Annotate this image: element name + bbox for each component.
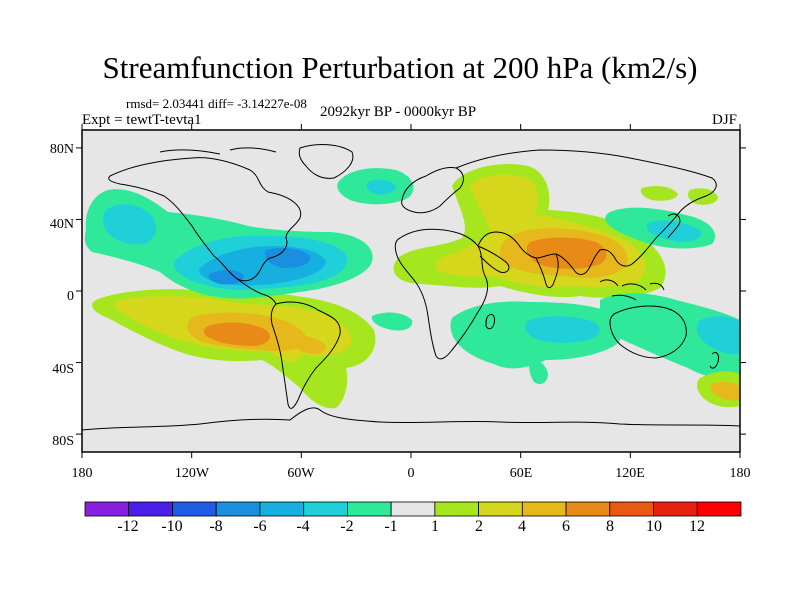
lat-tick-label-80s: 80S bbox=[52, 434, 74, 449]
lat-tick-label-40n: 40N bbox=[50, 217, 74, 232]
colorbar-label: 1 bbox=[431, 518, 439, 535]
lon-tick-label-60e: 60E bbox=[510, 466, 533, 481]
contour-region-indian-neg-tail bbox=[529, 360, 548, 384]
colorbar-label: -12 bbox=[117, 518, 138, 535]
colorbar-label: -1 bbox=[384, 518, 397, 535]
contour-region-satlantic-neg bbox=[371, 312, 413, 331]
coastline-greenland bbox=[298, 144, 354, 179]
coastline-europe bbox=[401, 167, 464, 214]
lon-tick-label-0: 0 bbox=[408, 466, 415, 481]
contour-region-namerica-neg-6 bbox=[265, 248, 311, 268]
colorbar-label: -8 bbox=[209, 518, 222, 535]
season-label: DJF bbox=[712, 112, 738, 128]
coastline-india bbox=[535, 253, 559, 289]
colorbar-box bbox=[478, 501, 523, 517]
coastline-central-america bbox=[235, 277, 277, 305]
colorbar-label: -10 bbox=[161, 518, 182, 535]
colorbar-box bbox=[390, 501, 436, 517]
contour-region-samerica-pos-6 bbox=[203, 322, 271, 346]
lon-tick-label-120e: 120E bbox=[615, 466, 645, 481]
colorbar-box bbox=[128, 501, 173, 517]
colorbar-label: 2 bbox=[475, 518, 483, 535]
contour-region-asia-pos-8 bbox=[526, 237, 607, 269]
contour-region-swpacific-neg-1 bbox=[599, 293, 740, 380]
contour-region-swpacific-neg-2 bbox=[696, 316, 740, 355]
experiment-label: Expt = tewtT-tevta1 bbox=[82, 112, 202, 128]
chart-title: Streamfunction Perturbation at 200 hPa (… bbox=[102, 50, 698, 85]
colorbar-label: 6 bbox=[562, 518, 570, 535]
coastline-africa bbox=[394, 228, 489, 360]
colorbar-box bbox=[565, 501, 611, 517]
lat-tick-labels: 80N 40N 0 40S 80S bbox=[50, 142, 74, 449]
colorbar-box bbox=[653, 501, 698, 517]
colorbar-label: 10 bbox=[646, 518, 662, 535]
lon-tick-labels: 180 120W 60W 0 60E 120E 180 bbox=[72, 466, 751, 481]
lat-tick-label-80n: 80N bbox=[50, 142, 74, 157]
coastline-japan bbox=[667, 213, 681, 239]
contour-region-namerica-neg-6b bbox=[208, 269, 244, 285]
colorbar-label: -4 bbox=[296, 518, 309, 535]
colorbar-box bbox=[521, 501, 567, 517]
coastline-north-america bbox=[108, 157, 302, 282]
colorbar-box bbox=[434, 501, 479, 517]
lon-tick-label-180e: 180 bbox=[730, 466, 751, 481]
coastline-australia bbox=[609, 305, 687, 359]
colorbar-box bbox=[259, 501, 305, 517]
contour-region-atlantic-neg-2 bbox=[366, 179, 396, 195]
colorbar-box bbox=[172, 501, 217, 517]
lat-tick-label-40s: 40S bbox=[52, 362, 74, 377]
colorbar-label: 12 bbox=[689, 518, 705, 535]
coastline-arabia bbox=[477, 245, 510, 273]
colorbar-label: -6 bbox=[253, 518, 266, 535]
coastline-asia bbox=[455, 149, 717, 275]
period-label: 2092kyr BP - 0000kyr BP bbox=[320, 104, 477, 120]
colorbar-box bbox=[609, 501, 654, 517]
lat-tick-label-0: 0 bbox=[67, 289, 74, 304]
coastline-arctic bbox=[159, 147, 277, 155]
colorbar-box bbox=[303, 501, 348, 517]
colorbar-box bbox=[215, 501, 261, 517]
contour-region-samerica-pos-6b bbox=[290, 336, 326, 354]
contour-region-spacific-pos-2 bbox=[710, 381, 740, 401]
lon-tick-label-180w: 180 bbox=[72, 466, 93, 481]
colorbar bbox=[84, 501, 742, 517]
coastline-new-zealand bbox=[709, 351, 719, 369]
contour-region-pacific-neg-2 bbox=[103, 204, 157, 245]
colorbar-box bbox=[84, 501, 130, 517]
colorbar-label: -2 bbox=[340, 518, 353, 535]
colorbar-labels: -12 -10 -8 -6 -4 -2 -1 1 2 4 6 8 10 12 bbox=[117, 518, 705, 535]
coastline-south-america bbox=[270, 301, 341, 409]
stats-line: rmsd= 2.03441 diff= -3.14227e-08 bbox=[126, 96, 307, 111]
lon-tick-label-60w: 60W bbox=[287, 466, 315, 481]
colorbar-box bbox=[346, 501, 392, 517]
coastline-southeast-asia-islands bbox=[599, 279, 665, 301]
colorbar-label: 8 bbox=[606, 518, 614, 535]
axis-ticks bbox=[76, 124, 746, 458]
coastline-antarctica bbox=[82, 407, 740, 431]
colorbar-label: 4 bbox=[518, 518, 526, 535]
lon-tick-label-120w: 120W bbox=[175, 466, 210, 481]
coastlines bbox=[82, 144, 740, 431]
colorbar-box bbox=[696, 501, 742, 517]
coastline-madagascar bbox=[485, 313, 495, 330]
contour-region-wpacific-pos bbox=[640, 186, 678, 201]
contour-region-indian-neg-2 bbox=[525, 316, 600, 343]
